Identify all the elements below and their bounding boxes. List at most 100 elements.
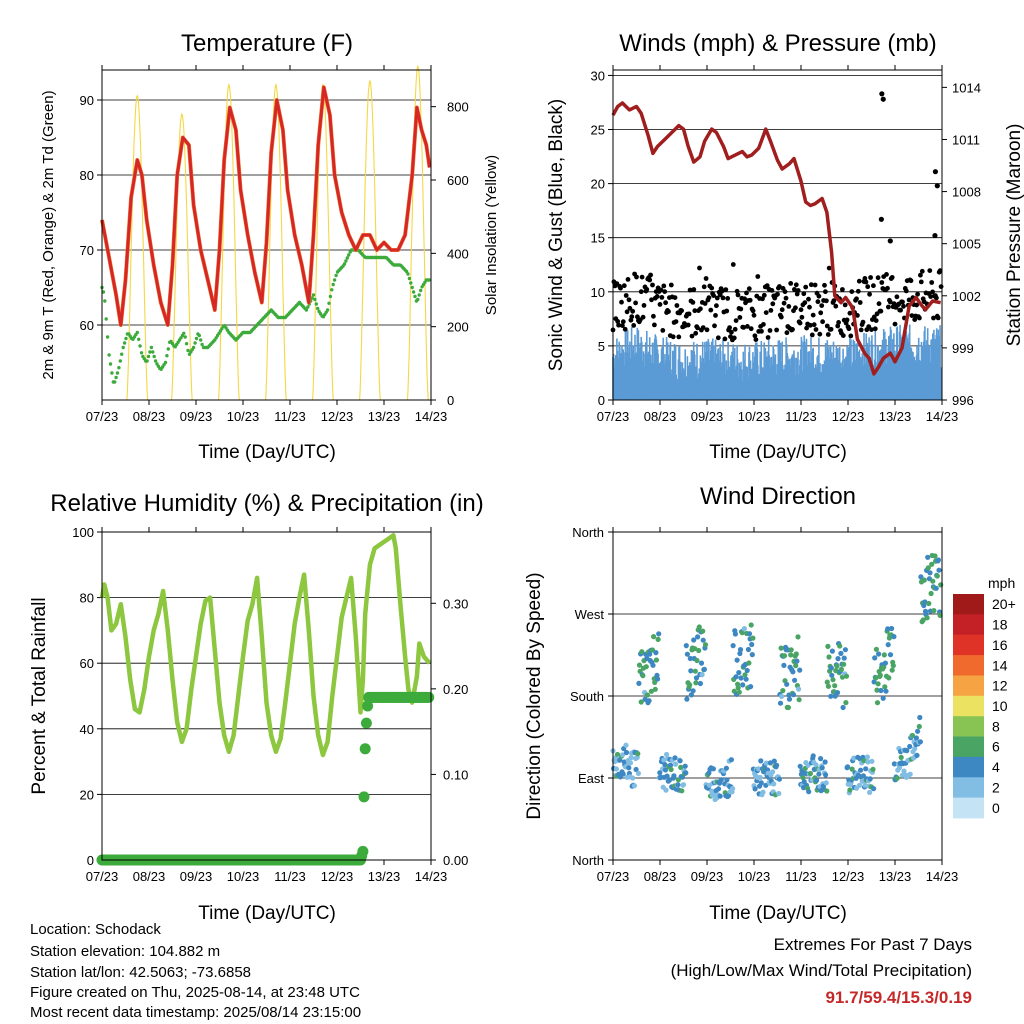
- gust-point: [764, 283, 770, 288]
- gust-point: [724, 308, 730, 314]
- gust-point: [748, 326, 754, 332]
- direction-point: [843, 673, 850, 679]
- direction-point: [790, 669, 796, 675]
- gust-point: [828, 326, 834, 332]
- precip-point: [358, 791, 370, 803]
- pressure-line: [611, 101, 941, 376]
- direction-point: [871, 786, 877, 792]
- direction-point: [742, 672, 748, 678]
- dewpoint-point: [124, 336, 128, 341]
- dewpoint-point: [332, 278, 337, 282]
- gust-point: [846, 326, 852, 332]
- gust-point: [706, 295, 712, 301]
- direction-point: [623, 742, 629, 748]
- direction-point: [877, 672, 883, 678]
- gust-point: [626, 297, 632, 303]
- gust-point: [855, 288, 861, 294]
- direction-point: [832, 683, 838, 689]
- direction-point: [663, 787, 669, 793]
- direction-point: [823, 772, 829, 778]
- y-tick-label: North: [572, 853, 604, 868]
- y-tick-label: North: [572, 525, 604, 540]
- x-tick-label: 10/23: [738, 409, 771, 424]
- direction-point: [819, 765, 825, 771]
- direction-point: [912, 746, 918, 752]
- direction-point: [726, 793, 732, 799]
- gust-point: [930, 289, 935, 295]
- direction-point: [701, 666, 708, 673]
- gust-point: [842, 302, 848, 308]
- direction-point: [738, 675, 744, 681]
- gust-point: [714, 295, 720, 301]
- temperature-xlabel: Time (Day/UTC): [198, 442, 336, 463]
- direction-point: [915, 728, 921, 734]
- dewpoint-point: [110, 371, 114, 375]
- dewpoint-point: [120, 352, 124, 356]
- gust-point: [737, 315, 743, 320]
- gust-outlier-point: [934, 183, 940, 189]
- direction-point: [678, 764, 684, 771]
- gust-point: [620, 323, 625, 328]
- gust-point: [809, 332, 815, 338]
- gust-point: [792, 287, 797, 292]
- direction-point: [655, 636, 661, 643]
- direction-point: [904, 748, 910, 754]
- direction-point: [873, 675, 879, 681]
- direction-point: [917, 739, 924, 745]
- direction-point: [718, 777, 724, 783]
- y-tick-label-right: 400: [447, 246, 469, 261]
- direction-point: [776, 790, 782, 797]
- direction-point: [851, 755, 857, 761]
- direction-point: [661, 757, 667, 763]
- y-tick-label: 30: [591, 68, 605, 83]
- dewpoint-point: [427, 278, 431, 282]
- gust-point: [885, 285, 890, 291]
- dewpoint-point: [200, 342, 204, 347]
- gust-point: [676, 334, 682, 340]
- gust-point: [808, 282, 814, 288]
- precip-point: [359, 743, 371, 755]
- direction-point: [781, 662, 787, 669]
- direction-point: [746, 631, 753, 637]
- gust-point: [871, 283, 876, 289]
- gust-point: [670, 334, 676, 340]
- y-tick-label: East: [578, 771, 604, 786]
- colorbar-label: 4: [992, 759, 1000, 775]
- gust-point: [759, 328, 764, 334]
- gust-point: [854, 296, 859, 302]
- gust-point: [781, 300, 787, 306]
- direction-point: [838, 666, 845, 673]
- gust-point: [867, 291, 872, 297]
- direction-point: [925, 554, 931, 560]
- direction-point: [683, 643, 689, 649]
- gust-point: [849, 289, 855, 294]
- direction-point: [931, 608, 937, 614]
- direction-point: [694, 657, 700, 664]
- gust-point: [869, 327, 874, 332]
- gust-point: [872, 326, 878, 332]
- colorbar-label: 20+: [992, 596, 1016, 612]
- gust-point: [635, 314, 640, 320]
- dewpoint-point: [314, 302, 318, 306]
- gust-point: [666, 309, 671, 314]
- direction-point: [715, 786, 722, 792]
- direction-point: [843, 700, 849, 706]
- direction-point: [780, 688, 786, 694]
- direction-point: [717, 793, 723, 799]
- dewpoint-point: [345, 256, 349, 260]
- gust-point: [807, 304, 812, 310]
- gust-point: [770, 301, 776, 307]
- direction-point: [748, 684, 754, 690]
- direction-point: [825, 683, 832, 689]
- direction-point: [926, 600, 932, 607]
- direction-point: [620, 771, 626, 777]
- y-tick-label-right: 0: [447, 393, 454, 408]
- direction-point: [860, 773, 867, 779]
- temperature-9m-line: [100, 85, 432, 327]
- gust-point: [918, 272, 923, 278]
- direction-point: [934, 573, 940, 579]
- dewpoint-point: [409, 281, 413, 285]
- gust-point: [689, 333, 695, 339]
- x-tick-label: 13/23: [879, 409, 912, 424]
- direction-point: [891, 761, 898, 767]
